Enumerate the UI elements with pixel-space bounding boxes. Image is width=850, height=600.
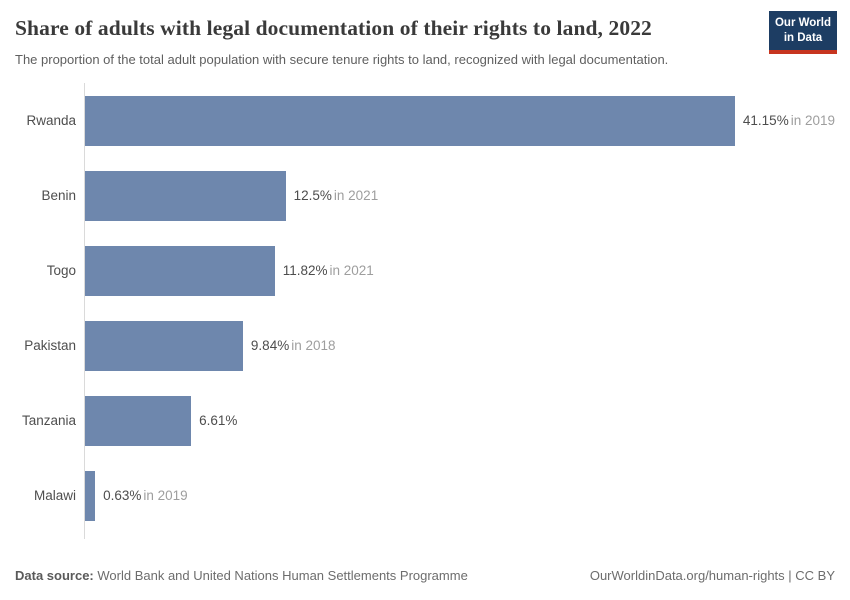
owid-logo-line1: Our World xyxy=(774,17,831,30)
bar[interactable] xyxy=(85,320,243,371)
bar[interactable] xyxy=(85,170,286,221)
bar[interactable] xyxy=(85,245,275,296)
owid-logo[interactable]: Our World in Data xyxy=(769,11,837,54)
value-label: 6.61% xyxy=(199,413,239,428)
value-number: 0.63% xyxy=(103,488,142,504)
value-number: 41.15% xyxy=(742,113,789,129)
bar-chart: Rwanda 41.15% in 2019 Benin 12.5% in 2021 … xyxy=(15,83,835,540)
value-number: 11.82% xyxy=(282,263,328,279)
category-label: Tanzania xyxy=(21,413,76,429)
year-note: in 2019 xyxy=(790,113,835,129)
value-label: 41.15% in 2019 xyxy=(743,113,835,128)
bar-row: Togo 11.82% in 2021 xyxy=(15,233,835,308)
value-label: 11.82% in 2021 xyxy=(283,263,374,278)
bar-row: Benin 12.5% in 2021 xyxy=(15,158,835,233)
bar[interactable] xyxy=(85,95,735,146)
bar[interactable] xyxy=(85,470,96,521)
chart-header: Share of adults with legal documentation… xyxy=(15,11,837,69)
value-label: 0.63% in 2019 xyxy=(103,488,188,503)
data-source: Data source: World Bank and United Natio… xyxy=(15,568,468,583)
bar-row: Rwanda 41.15% in 2019 xyxy=(15,83,835,158)
year-note: in 2021 xyxy=(333,188,379,204)
data-source-text: World Bank and United Nations Human Sett… xyxy=(97,568,468,583)
bar[interactable] xyxy=(85,395,192,446)
data-source-label: Data source: xyxy=(15,568,94,583)
value-number: 12.5% xyxy=(293,188,332,204)
value-number: 6.61% xyxy=(199,413,238,429)
category-label: Pakistan xyxy=(24,338,76,354)
chart-subtitle: The proportion of the total adult popula… xyxy=(15,51,669,67)
value-number: 9.84% xyxy=(250,338,290,354)
chart-title: Share of adults with legal documentation… xyxy=(15,16,652,40)
category-label: Malawi xyxy=(33,488,76,504)
year-note: in 2021 xyxy=(329,263,374,279)
bar-row: Malawi 0.63% in 2019 xyxy=(15,458,835,533)
category-label: Rwanda xyxy=(26,113,76,129)
value-label: 12.5% in 2021 xyxy=(294,188,379,203)
y-axis-line xyxy=(84,83,85,540)
owid-logo-line2: in Data xyxy=(783,31,823,44)
year-note: in 2018 xyxy=(291,338,336,354)
year-note: in 2019 xyxy=(143,488,188,504)
value-label: 9.84% in 2018 xyxy=(251,338,336,353)
bar-row: Pakistan 9.84% in 2018 xyxy=(15,308,835,383)
chart-footer: Data source: World Bank and United Natio… xyxy=(15,568,835,583)
credit-link[interactable]: OurWorldinData.org/human-rights | CC BY xyxy=(589,568,835,583)
bar-row: Tanzania 6.61% xyxy=(15,383,835,458)
category-label: Togo xyxy=(46,263,76,279)
category-label: Benin xyxy=(41,188,76,204)
